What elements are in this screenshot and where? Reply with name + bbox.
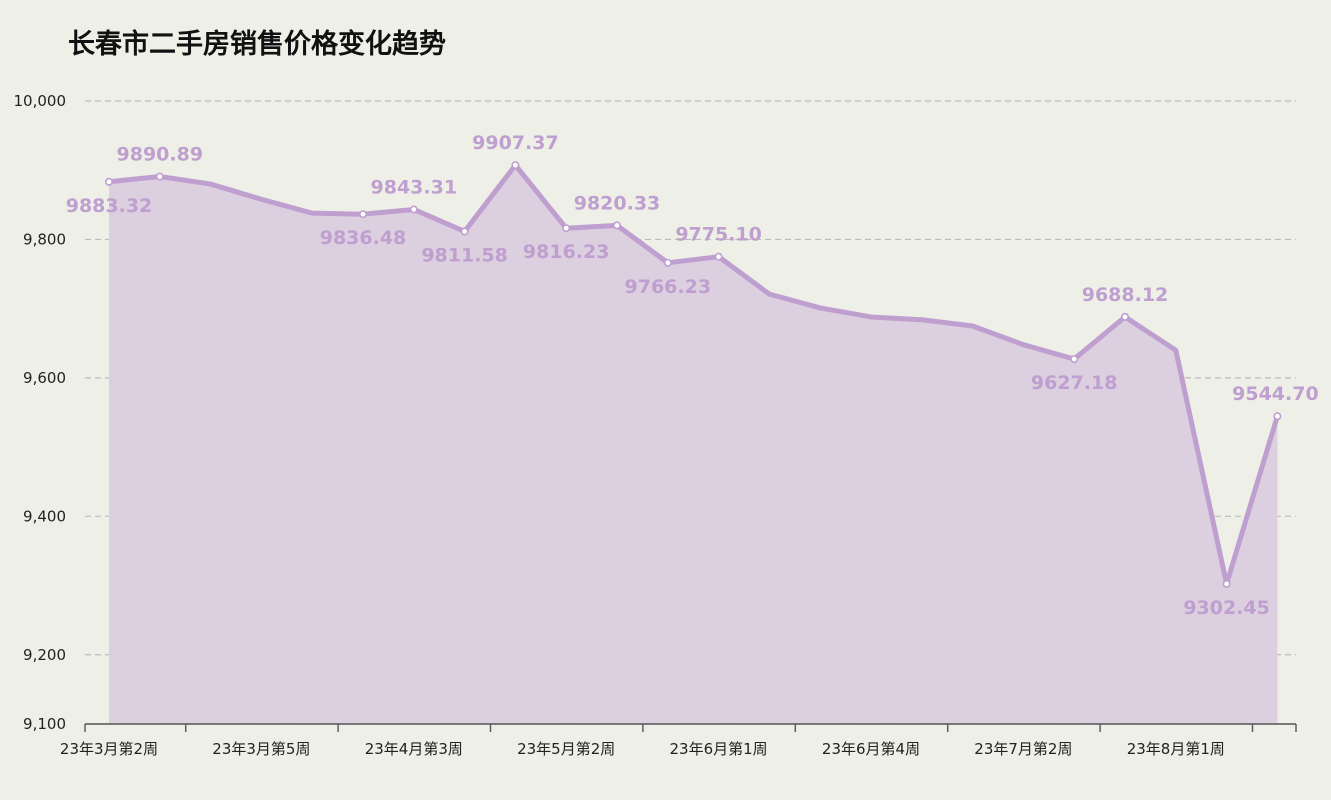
data-point	[714, 252, 723, 261]
data-point	[663, 258, 672, 267]
series-line	[106, 162, 1280, 587]
data-point	[409, 205, 418, 214]
data-label: 9775.10	[675, 224, 762, 246]
data-label: 9836.48	[320, 227, 407, 249]
y-tick-label: 9,100	[23, 715, 66, 733]
area-fill	[109, 165, 1278, 724]
data-point	[460, 227, 469, 236]
data-label: 9544.70	[1232, 383, 1319, 405]
data-label: 9302.45	[1183, 597, 1270, 619]
data-point	[511, 161, 520, 170]
x-tick-label: 23年8月第1周	[1127, 740, 1225, 758]
data-label: 9627.18	[1031, 372, 1118, 394]
data-point	[358, 210, 367, 219]
data-label: 9890.89	[117, 144, 204, 166]
data-label: 9766.23	[625, 276, 712, 298]
data-label: 9907.37	[472, 132, 559, 154]
y-tick-label: 9,800	[23, 230, 66, 248]
x-tick-label: 23年6月第4周	[822, 740, 920, 758]
x-tick-label: 23年7月第2周	[974, 740, 1072, 758]
y-tick-label: 9,400	[23, 507, 66, 525]
x-tick-label: 23年3月第5周	[212, 740, 310, 758]
y-tick-label: 9,600	[23, 369, 66, 387]
data-point	[562, 224, 571, 233]
x-tick-label: 23年6月第1周	[670, 740, 768, 758]
data-point	[155, 172, 164, 181]
y-tick-label: 10,000	[14, 92, 67, 110]
chart-title: 长春市二手房销售价格变化趋势	[68, 29, 446, 60]
data-point	[1070, 355, 1079, 364]
y-tick-label: 9,200	[23, 646, 66, 664]
x-tick-label: 23年5月第2周	[517, 740, 615, 758]
data-point	[1121, 312, 1130, 321]
x-tick-label: 23年3月第2周	[60, 740, 158, 758]
data-point	[1222, 579, 1231, 588]
data-label: 9843.31	[371, 176, 458, 198]
data-label: 9883.32	[66, 195, 153, 217]
data-label: 9811.58	[421, 244, 508, 266]
data-point	[1273, 412, 1282, 421]
data-label: 9820.33	[574, 192, 661, 214]
data-point	[105, 177, 114, 186]
data-point	[612, 221, 621, 230]
data-label: 9816.23	[523, 241, 610, 263]
data-label: 9688.12	[1082, 284, 1169, 306]
x-tick-label: 23年4月第3周	[365, 740, 463, 758]
